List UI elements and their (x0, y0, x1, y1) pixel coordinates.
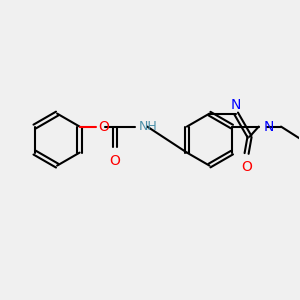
Text: O: O (98, 120, 109, 134)
Text: O: O (241, 160, 252, 174)
Text: NH: NH (138, 120, 157, 133)
Text: O: O (110, 154, 120, 168)
Text: N: N (263, 120, 274, 134)
Text: N: N (231, 98, 242, 112)
